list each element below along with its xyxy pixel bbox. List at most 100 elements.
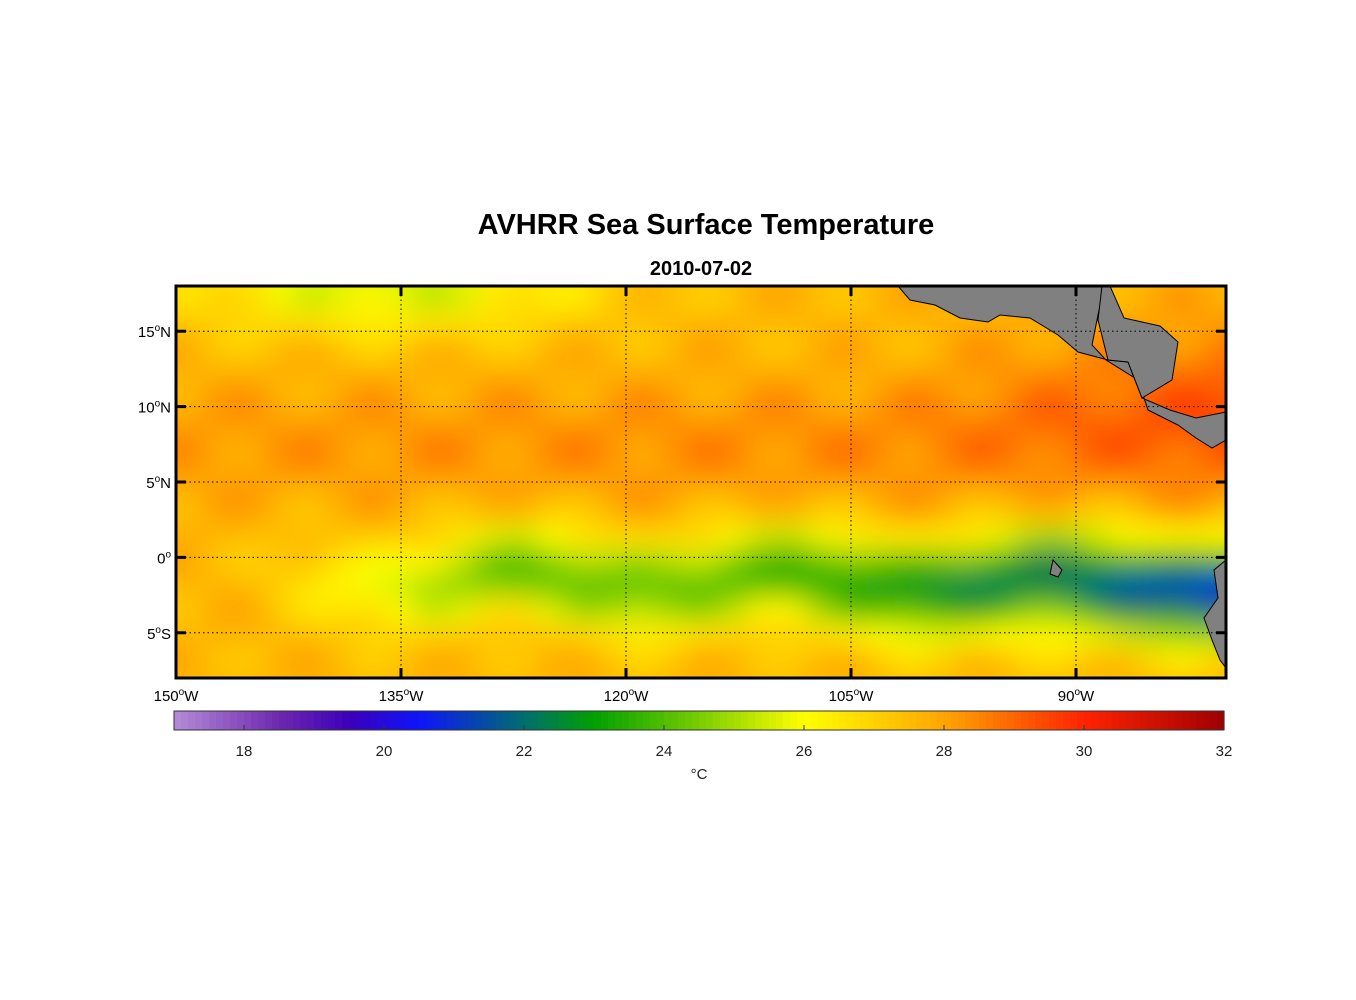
sst-cell — [326, 670, 357, 678]
sst-cell — [416, 430, 447, 455]
sst-cell — [476, 646, 507, 671]
sst-cell — [956, 574, 987, 599]
colorbar-swatch — [1014, 711, 1022, 730]
sst-cell — [206, 454, 237, 479]
colorbar-swatch — [405, 711, 413, 730]
colorbar-swatch — [923, 711, 931, 730]
sst-cell — [746, 550, 777, 575]
colorbar-swatch — [1196, 711, 1204, 730]
colorbar-swatch — [398, 711, 406, 730]
sst-field — [176, 286, 1226, 678]
colorbar-swatch — [223, 711, 231, 730]
colorbar-swatch — [888, 711, 896, 730]
sst-cell — [746, 598, 777, 623]
colorbar-swatch — [545, 711, 553, 730]
colorbar-swatch — [1161, 711, 1169, 730]
map-panel: 150oW 135oW 120oW 105oW 90oW 15oN 10oN 5oN 0o 5o… — [138, 284, 1228, 705]
sst-cell — [716, 334, 747, 359]
sst-cell — [686, 286, 717, 311]
sst-cell — [746, 670, 777, 678]
colorbar-swatch — [1049, 711, 1057, 730]
sst-cell — [776, 670, 807, 678]
sst-cell — [746, 406, 777, 431]
sst-cell — [686, 574, 717, 599]
sst-cell — [866, 286, 897, 287]
sst-cell — [476, 598, 507, 623]
colorbar-swatch — [762, 711, 770, 730]
colorbar-tick-label: 26 — [796, 743, 813, 760]
sst-cell — [1076, 502, 1107, 527]
sst-cell — [1166, 574, 1197, 599]
sst-cell — [386, 550, 417, 575]
sst-cell — [416, 502, 447, 527]
sst-cell — [236, 598, 267, 623]
sst-cell — [596, 358, 627, 383]
sst-cell — [176, 454, 207, 479]
sst-cell — [506, 358, 537, 383]
sst-cell — [926, 286, 957, 287]
colorbar-swatch — [678, 711, 686, 730]
colorbar-swatch — [216, 711, 224, 730]
sst-cell — [746, 286, 777, 311]
sst-cell — [236, 622, 267, 647]
colorbar-swatch — [867, 711, 875, 730]
sst-cell — [896, 454, 927, 479]
sst-cell — [716, 526, 747, 551]
colorbar-swatch — [769, 711, 777, 730]
colorbar-swatch — [811, 711, 819, 730]
sst-cell — [416, 598, 447, 623]
sst-cell — [416, 622, 447, 647]
sst-cell — [956, 454, 987, 479]
sst-cell — [986, 622, 1017, 647]
sst-cell — [866, 430, 897, 455]
sst-cell — [656, 622, 687, 647]
colorbar-swatch — [853, 711, 861, 730]
sst-cell — [716, 550, 747, 575]
sst-cell — [1076, 550, 1107, 575]
lon-tick-label: 135oW — [379, 687, 425, 705]
colorbar-swatch — [692, 711, 700, 730]
sst-cell — [176, 574, 207, 599]
colorbar-tick-label: 30 — [1076, 743, 1093, 760]
colorbar-swatch — [335, 711, 343, 730]
sst-cell — [536, 598, 567, 623]
colorbar-swatch — [587, 711, 595, 730]
sst-cell — [356, 598, 387, 623]
sst-cell — [476, 286, 507, 287]
sst-cell — [656, 406, 687, 431]
sst-cell — [926, 646, 957, 671]
sst-cell — [536, 430, 567, 455]
sst-cell — [806, 406, 837, 431]
sst-cell — [266, 670, 297, 678]
sst-cell — [656, 526, 687, 551]
sst-cell — [446, 574, 477, 599]
sst-cell — [446, 406, 477, 431]
colorbar-swatch — [356, 711, 364, 730]
sst-cell — [596, 550, 627, 575]
sst-cell — [866, 358, 897, 383]
colorbar-swatch — [615, 711, 623, 730]
colorbar-swatch — [594, 711, 602, 730]
sst-cell — [356, 670, 387, 678]
sst-cell — [536, 286, 567, 311]
colorbar-tick-label: 24 — [656, 743, 673, 760]
sst-cell — [176, 358, 207, 383]
sst-cell — [296, 358, 327, 383]
colorbar-swatch — [699, 711, 707, 730]
sst-cell — [1016, 670, 1047, 678]
sst-cell — [356, 430, 387, 455]
sst-cell — [806, 574, 837, 599]
sst-cell — [356, 406, 387, 431]
colorbar-swatch — [321, 711, 329, 730]
sst-cell — [1106, 574, 1137, 599]
sst-cell — [506, 622, 537, 647]
sst-cell — [536, 550, 567, 575]
colorbar-swatch — [1098, 711, 1106, 730]
sst-cell — [1106, 406, 1137, 431]
sst-cell — [206, 622, 237, 647]
sst-cell — [896, 334, 927, 359]
sst-cell — [566, 574, 597, 599]
sst-cell — [266, 406, 297, 431]
colorbar-swatch — [1056, 711, 1064, 730]
sst-cell — [446, 454, 477, 479]
